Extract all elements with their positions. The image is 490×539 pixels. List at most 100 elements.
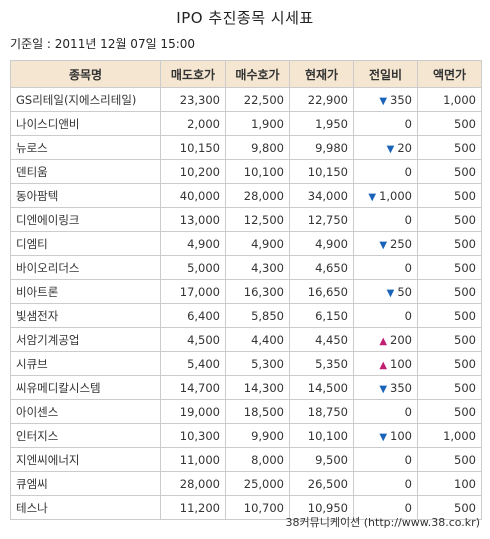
- change-cell: 0: [353, 471, 418, 496]
- par-value-cell: 500: [417, 111, 482, 136]
- change-value: 50: [397, 284, 412, 299]
- change-value: 0: [404, 116, 412, 131]
- par-value-cell: 500: [417, 231, 482, 256]
- table-row: 시큐브 5,400 5,300 5,350 ▲ 100 500: [10, 351, 482, 376]
- bid-price-cell: 4,400: [225, 327, 290, 352]
- change-cell: ▲ 100: [353, 351, 418, 376]
- bid-price-cell: 8,000: [225, 447, 290, 472]
- column-header-ask: 매도호가: [160, 60, 226, 88]
- current-price-cell: 1,950: [289, 111, 354, 136]
- table-row: 뉴로스 10,150 9,800 9,980 ▼ 20 500: [10, 135, 482, 160]
- stock-name-cell: 빛샘전자: [10, 303, 161, 328]
- change-value: 20: [397, 140, 412, 155]
- ask-price-cell: 6,400: [160, 303, 226, 328]
- ask-price-cell: 5,400: [160, 351, 226, 376]
- current-price-cell: 14,500: [289, 375, 354, 400]
- par-value-cell: 500: [417, 207, 482, 232]
- table-row: 비아트론 17,000 16,300 16,650 ▼ 50 500: [10, 279, 482, 304]
- stock-name-cell: 아이센스: [10, 399, 161, 424]
- current-price-cell: 18,750: [289, 399, 354, 424]
- table-row: 디엔에이링크 13,000 12,500 12,750 0 500: [10, 207, 482, 232]
- current-price-cell: 22,900: [289, 87, 354, 112]
- bid-price-cell: 10,700: [225, 495, 290, 520]
- stock-name-cell: 덴티움: [10, 159, 161, 184]
- stock-name-cell: 바이오리더스: [10, 255, 161, 280]
- ask-price-cell: 23,300: [160, 87, 226, 112]
- par-value-cell: 500: [417, 495, 482, 520]
- table-row: 씨유메디칼시스템 14,700 14,300 14,500 ▼ 350 500: [10, 375, 482, 400]
- stock-name-cell: 동아팜텍: [10, 183, 161, 208]
- par-value-cell: 500: [417, 447, 482, 472]
- table-row: 지엔씨에너지 11,000 8,000 9,500 0 500: [10, 447, 482, 472]
- down-triangle-icon: ▼: [379, 95, 388, 107]
- down-triangle-icon: ▼: [386, 143, 395, 155]
- stock-name-cell: 시큐브: [10, 351, 161, 376]
- current-price-cell: 4,450: [289, 327, 354, 352]
- bid-price-cell: 28,000: [225, 183, 290, 208]
- column-header-bid: 매수호가: [225, 60, 290, 88]
- current-price-cell: 4,900: [289, 231, 354, 256]
- ask-price-cell: 2,000: [160, 111, 226, 136]
- up-triangle-icon: ▲: [379, 359, 388, 371]
- par-value-cell: 1,000: [417, 423, 482, 448]
- column-header-change: 전일비: [353, 60, 418, 88]
- stock-name-cell: 나이스디앤비: [10, 111, 161, 136]
- ask-price-cell: 4,900: [160, 231, 226, 256]
- bid-price-cell: 5,850: [225, 303, 290, 328]
- column-header-price: 현재가: [289, 60, 354, 88]
- current-price-cell: 9,980: [289, 135, 354, 160]
- bid-price-cell: 14,300: [225, 375, 290, 400]
- change-cell: ▲ 200: [353, 327, 418, 352]
- stock-name-cell: GS리테일(지에스리테일): [10, 87, 161, 112]
- bid-price-cell: 25,000: [225, 471, 290, 496]
- column-header-par: 액면가: [417, 60, 482, 88]
- ask-price-cell: 10,300: [160, 423, 226, 448]
- current-price-cell: 26,500: [289, 471, 354, 496]
- current-price-cell: 4,650: [289, 255, 354, 280]
- change-cell: 0: [353, 159, 418, 184]
- change-cell: 0: [353, 207, 418, 232]
- par-value-cell: 100: [417, 471, 482, 496]
- change-cell: ▼ 50: [353, 279, 418, 304]
- ask-price-cell: 4,500: [160, 327, 226, 352]
- change-value: 0: [404, 500, 412, 515]
- change-value: 250: [390, 236, 412, 251]
- current-price-cell: 6,150: [289, 303, 354, 328]
- change-value: 0: [404, 476, 412, 491]
- bid-price-cell: 12,500: [225, 207, 290, 232]
- ask-price-cell: 5,000: [160, 255, 226, 280]
- base-date: 기준일 : 2011년 12월 07일 15:00: [10, 37, 196, 51]
- change-value: 200: [390, 332, 412, 347]
- change-value: 0: [404, 260, 412, 275]
- bid-price-cell: 10,100: [225, 159, 290, 184]
- stock-name-cell: 인터지스: [10, 423, 161, 448]
- stock-name-cell: 서암기계공업: [10, 327, 161, 352]
- current-price-cell: 10,150: [289, 159, 354, 184]
- change-cell: ▼ 100: [353, 423, 418, 448]
- stock-name-cell: 지엔씨에너지: [10, 447, 161, 472]
- down-triangle-icon: ▼: [379, 431, 388, 443]
- change-value: 350: [390, 92, 412, 107]
- ask-price-cell: 10,200: [160, 159, 226, 184]
- table-row: 동아팜텍 40,000 28,000 34,000 ▼ 1,000 500: [10, 183, 482, 208]
- bid-price-cell: 4,900: [225, 231, 290, 256]
- ask-price-cell: 28,000: [160, 471, 226, 496]
- table-row: 큐엠씨 28,000 25,000 26,500 0 100: [10, 471, 482, 496]
- change-cell: ▼ 1,000: [353, 183, 418, 208]
- table-row: 디엠티 4,900 4,900 4,900 ▼ 250 500: [10, 231, 482, 256]
- up-triangle-icon: ▲: [379, 335, 388, 347]
- change-cell: 0: [353, 303, 418, 328]
- change-value: 0: [404, 308, 412, 323]
- table-row: 서암기계공업 4,500 4,400 4,450 ▲ 200 500: [10, 327, 482, 352]
- down-triangle-icon: ▼: [386, 287, 395, 299]
- bid-price-cell: 22,500: [225, 87, 290, 112]
- down-triangle-icon: ▼: [379, 383, 388, 395]
- ask-price-cell: 40,000: [160, 183, 226, 208]
- par-value-cell: 500: [417, 279, 482, 304]
- down-triangle-icon: ▼: [379, 239, 388, 251]
- change-cell: 0: [353, 111, 418, 136]
- ask-price-cell: 13,000: [160, 207, 226, 232]
- current-price-cell: 5,350: [289, 351, 354, 376]
- table-row: 덴티움 10,200 10,100 10,150 0 500: [10, 159, 482, 184]
- par-value-cell: 500: [417, 399, 482, 424]
